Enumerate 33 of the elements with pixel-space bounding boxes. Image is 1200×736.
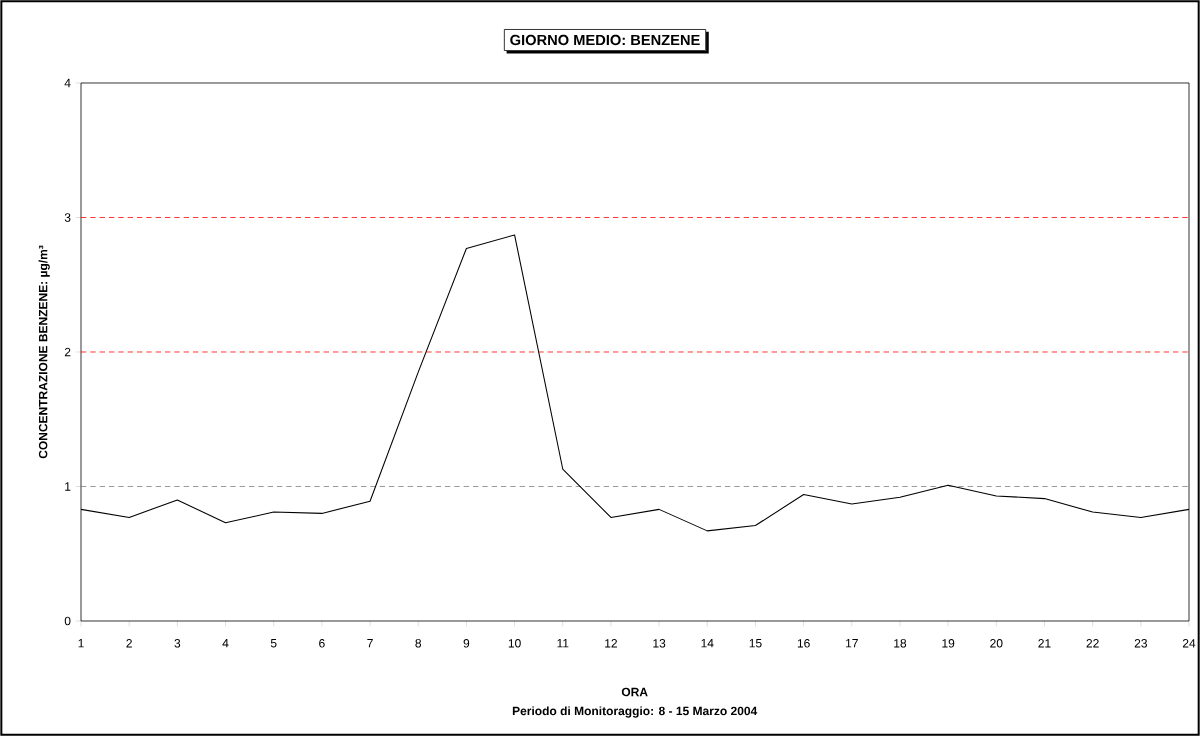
- x-tick-label: 10: [508, 639, 521, 648]
- x-tick-label: 3: [174, 639, 181, 648]
- x-tick-label: 14: [701, 639, 714, 648]
- x-tick-label: 20: [990, 639, 1003, 648]
- x-tick-label: 22: [1086, 639, 1099, 648]
- x-tick-label: 19: [942, 639, 955, 648]
- y-tick-label: 2: [64, 347, 71, 357]
- x-tick-label: 18: [894, 639, 907, 648]
- x-tick-label: 7: [367, 639, 373, 648]
- x-tick-label: 2: [126, 639, 132, 648]
- y-tick-label: 1: [65, 482, 71, 491]
- chart-title: GIORNO MEDIO: BENZENE: [510, 34, 700, 46]
- x-tick-label: 16: [797, 639, 810, 648]
- x-tick-label: 5: [270, 639, 277, 648]
- y-axis-title: CONCENTRAZIONE BENZENE: µg/m³: [38, 245, 50, 459]
- y-tick-label: 3: [64, 213, 71, 222]
- x-tick-label: 23: [1134, 639, 1147, 648]
- x-axis-title: ORA: [621, 687, 648, 697]
- text: Periodo di Monitoraggio: 8 - 15 Marzo 2004: [512, 706, 758, 718]
- x-tick-label: 6: [319, 639, 325, 648]
- x-tick-label: 15: [749, 639, 762, 648]
- y-tick-label: 4: [64, 78, 71, 88]
- x-tick-label: 13: [653, 639, 666, 648]
- x-tick-label: 1: [78, 639, 84, 648]
- x-tick-label: 24: [1182, 639, 1196, 648]
- x-tick-label: 11: [557, 639, 569, 648]
- x-tick-label: 4: [222, 639, 229, 648]
- x-tick-label: 17: [846, 639, 858, 648]
- x-tick-label: 8: [415, 639, 422, 648]
- y-tick-label: 0: [64, 616, 71, 626]
- x-tick-label: 12: [605, 639, 617, 648]
- x-tick-label: 21: [1038, 639, 1051, 648]
- x-tick-label: 9: [463, 639, 470, 648]
